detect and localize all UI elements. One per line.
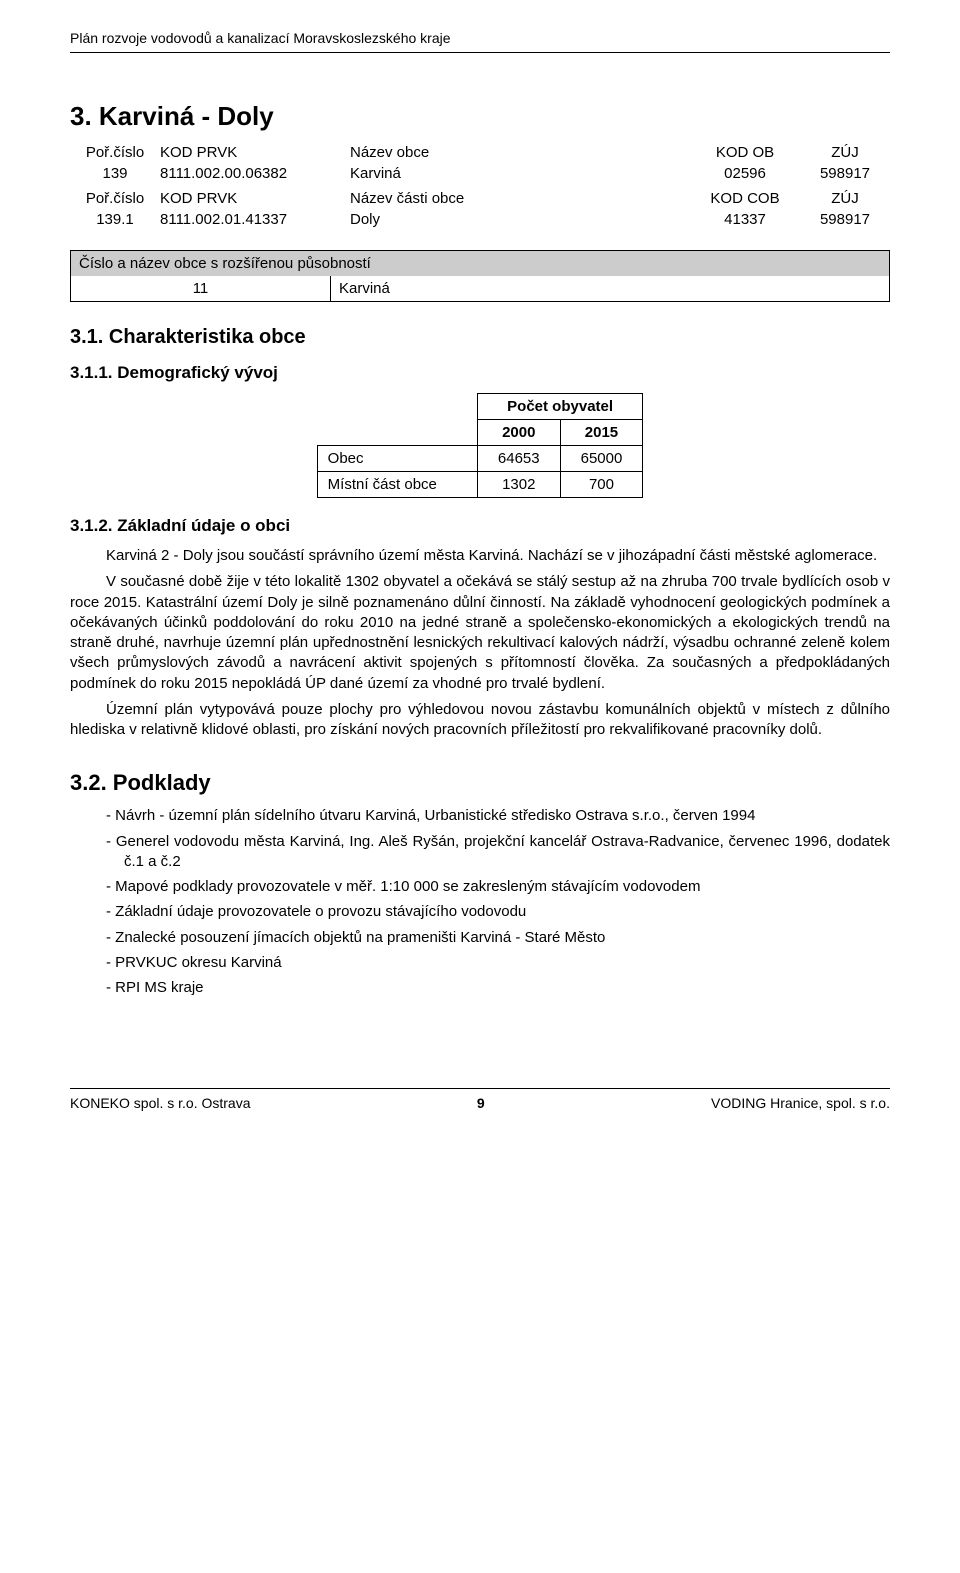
footer-right: VODING Hranice, spol. s r.o.	[711, 1095, 890, 1111]
demo-row-label: Obec	[317, 446, 477, 472]
hdr-zuj: ZÚJ	[800, 142, 890, 163]
page-header: Plán rozvoje vodovodů a kanalizací Morav…	[70, 30, 890, 53]
body-paragraph: V současné době žije v této lokalitě 130…	[70, 572, 890, 694]
footer-page-number: 9	[477, 1095, 485, 1111]
val-kodprvk2: 8111.002.01.41337	[160, 209, 350, 230]
reference-item: - RPI MS kraje	[106, 978, 890, 998]
scope-number: 11	[71, 276, 331, 302]
val-zuj: 598917	[800, 163, 890, 184]
demo-cell: 64653	[477, 446, 560, 472]
hdr-zuj2: ZÚJ	[800, 188, 890, 209]
val-kodob: 02596	[690, 163, 800, 184]
document-title: 3. Karviná - Doly	[70, 101, 890, 132]
demography-table: Počet obyvatel 2000 2015 Obec 64653 6500…	[317, 393, 644, 498]
val-nazevcasti: Doly	[350, 209, 690, 230]
section-3-1-2: 3.1.2. Základní údaje o obci	[70, 516, 890, 536]
reference-item: - Návrh - územní plán sídelního útvaru K…	[106, 806, 890, 826]
demo-cell: 65000	[560, 446, 643, 472]
val-nazevobce: Karviná	[350, 163, 690, 184]
hdr-kodob: KOD OB	[690, 142, 800, 163]
body-paragraph: Karviná 2 - Doly jsou součástí správního…	[70, 546, 890, 566]
hdr-nazevobce: Název obce	[350, 142, 690, 163]
hdr-kodcob: KOD COB	[690, 188, 800, 209]
val-porcislo2: 139.1	[70, 209, 160, 230]
reference-item: - Znalecké posouzení jímacích objektů na…	[106, 928, 890, 948]
val-kodcob: 41337	[690, 209, 800, 230]
scope-title: Číslo a název obce s rozšířenou působnos…	[71, 251, 890, 277]
hdr-kodprvk: KOD PRVK	[160, 142, 350, 163]
footer-left: KONEKO spol. s r.o. Ostrava	[70, 1095, 251, 1111]
section-3-2: 3.2. Podklady	[70, 770, 890, 796]
demo-year-1: 2000	[477, 420, 560, 446]
scope-table: Číslo a název obce s rozšířenou působnos…	[70, 250, 890, 302]
reference-item: - Generel vodovodu města Karviná, Ing. A…	[106, 832, 890, 873]
demo-cell: 1302	[477, 472, 560, 498]
section-3-1: 3.1. Charakteristika obce	[70, 326, 890, 349]
page-footer: KONEKO spol. s r.o. Ostrava 9 VODING Hra…	[70, 1088, 890, 1111]
references-list: - Návrh - územní plán sídelního útvaru K…	[70, 806, 890, 998]
hdr-nazevcasti: Název části obce	[350, 188, 690, 209]
scope-name: Karviná	[331, 276, 890, 302]
reference-item: - Mapové podklady provozovatele v měř. 1…	[106, 877, 890, 897]
val-porcislo: 139	[70, 163, 160, 184]
val-kodprvk: 8111.002.00.06382	[160, 163, 350, 184]
hdr-kodprvk2: KOD PRVK	[160, 188, 350, 209]
reference-item: - PRVKUC okresu Karviná	[106, 953, 890, 973]
section-3-1-1: 3.1.1. Demografický vývoj	[70, 363, 890, 383]
demo-year-2: 2015	[560, 420, 643, 446]
body-paragraph: Územní plán vytypovává pouze plochy pro …	[70, 700, 890, 741]
hdr-porcislo: Poř.číslo	[70, 142, 160, 163]
demo-cell: 700	[560, 472, 643, 498]
cast-obce-table: Poř.číslo KOD PRVK Název části obce KOD …	[70, 188, 890, 230]
demo-row-label: Místní část obce	[317, 472, 477, 498]
demo-header: Počet obyvatel	[477, 394, 642, 420]
reference-item: - Základní údaje provozovatele o provozu…	[106, 902, 890, 922]
val-zuj2: 598917	[800, 209, 890, 230]
obec-table: Poř.číslo KOD PRVK Název obce KOD OB ZÚJ…	[70, 142, 890, 184]
hdr-porcislo2: Poř.číslo	[70, 188, 160, 209]
